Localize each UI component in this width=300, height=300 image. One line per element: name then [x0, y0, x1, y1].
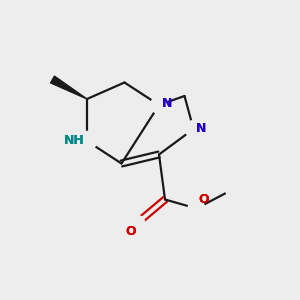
Text: O: O	[126, 225, 136, 238]
Text: N: N	[196, 122, 206, 136]
Polygon shape	[51, 76, 87, 99]
Text: N: N	[196, 122, 206, 136]
Circle shape	[77, 131, 97, 151]
Text: O: O	[198, 193, 208, 206]
Circle shape	[151, 97, 167, 113]
Circle shape	[188, 200, 205, 217]
Text: NH: NH	[64, 134, 85, 148]
Text: N: N	[161, 97, 172, 110]
Circle shape	[185, 121, 202, 137]
Text: N: N	[161, 97, 172, 110]
Text: O: O	[198, 193, 208, 206]
Text: NH: NH	[64, 134, 85, 148]
Text: O: O	[126, 225, 136, 238]
Circle shape	[128, 215, 145, 232]
